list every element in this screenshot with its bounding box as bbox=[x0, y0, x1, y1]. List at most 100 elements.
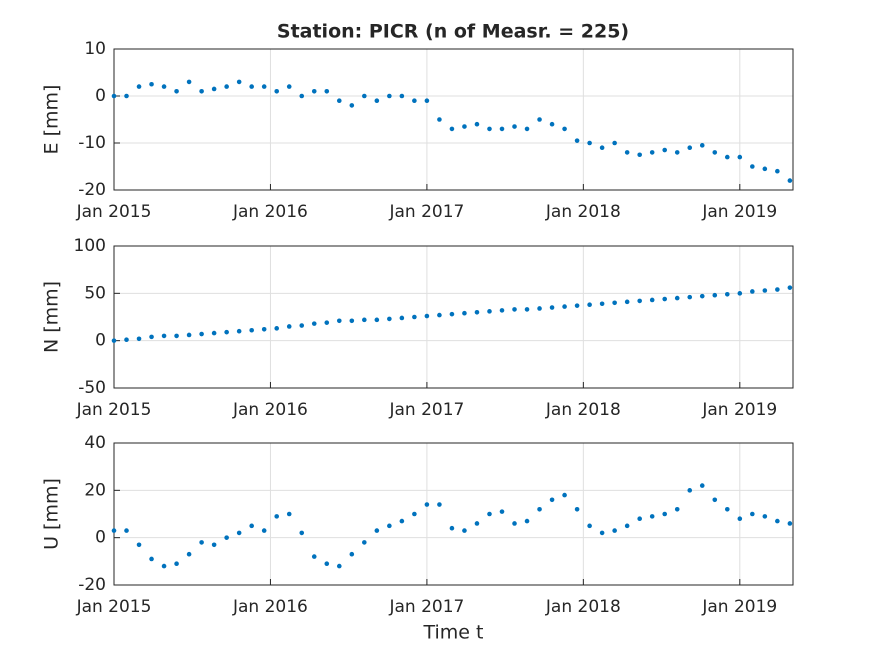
data-point bbox=[362, 93, 367, 99]
data-point bbox=[174, 333, 179, 339]
x-tick-label: Jan 2019 bbox=[701, 597, 777, 617]
data-point bbox=[136, 336, 142, 342]
y-tick-label: 10 bbox=[84, 39, 106, 59]
data-point bbox=[299, 323, 305, 328]
data-point bbox=[224, 535, 229, 540]
data-point bbox=[462, 310, 467, 316]
data-point bbox=[174, 561, 179, 566]
data-point bbox=[374, 98, 380, 103]
data-point bbox=[662, 511, 668, 517]
data-point bbox=[349, 103, 355, 108]
data-point bbox=[537, 306, 542, 311]
y-tick-label: -50 bbox=[78, 378, 106, 398]
data-point bbox=[562, 126, 567, 132]
y-tick-label: 40 bbox=[84, 433, 106, 453]
data-point bbox=[399, 315, 405, 321]
x-tick-label: Jan 2018 bbox=[545, 202, 621, 222]
data-point bbox=[274, 514, 280, 519]
data-point bbox=[687, 145, 693, 150]
y-tick-label: -20 bbox=[78, 575, 106, 595]
data-point bbox=[687, 294, 693, 300]
data-point bbox=[336, 318, 342, 324]
data-point bbox=[699, 143, 705, 148]
data-point bbox=[699, 483, 705, 488]
data-point bbox=[587, 140, 592, 146]
data-point bbox=[787, 178, 793, 183]
data-point bbox=[775, 168, 780, 174]
x-tick-label: Jan 2015 bbox=[76, 202, 152, 222]
y-tick-label: 0 bbox=[95, 528, 106, 548]
data-point bbox=[499, 126, 505, 132]
y-tick-label: 50 bbox=[84, 283, 106, 303]
data-point bbox=[286, 511, 292, 517]
plot-area bbox=[114, 49, 793, 190]
data-point bbox=[336, 563, 342, 569]
data-point bbox=[311, 321, 317, 326]
axes-box bbox=[113, 48, 794, 191]
data-point bbox=[186, 551, 192, 557]
data-point bbox=[524, 518, 530, 524]
data-point bbox=[737, 291, 743, 296]
data-point bbox=[549, 497, 555, 503]
data-point bbox=[574, 138, 580, 143]
data-point bbox=[537, 506, 542, 512]
data-point bbox=[750, 289, 755, 294]
data-point bbox=[512, 124, 517, 129]
data-point bbox=[211, 86, 217, 92]
data-point bbox=[724, 154, 730, 160]
data-point bbox=[349, 318, 355, 324]
y-tick-label: -10 bbox=[78, 133, 106, 153]
data-point bbox=[637, 152, 642, 158]
data-point bbox=[111, 528, 117, 533]
data-point bbox=[161, 563, 167, 569]
data-point bbox=[524, 126, 530, 132]
data-point bbox=[336, 98, 342, 103]
data-point bbox=[299, 93, 305, 99]
x-tick-label: Jan 2017 bbox=[388, 202, 464, 222]
axes-box bbox=[113, 245, 794, 389]
data-point bbox=[124, 337, 129, 343]
data-point bbox=[399, 518, 405, 524]
data-point bbox=[412, 511, 417, 517]
data-point bbox=[249, 327, 254, 333]
data-point bbox=[286, 324, 292, 329]
data-point bbox=[624, 299, 630, 305]
data-point bbox=[236, 530, 242, 536]
y-tick-label: -20 bbox=[78, 180, 106, 200]
data-point bbox=[624, 150, 630, 155]
x-tick-label: Jan 2015 bbox=[76, 597, 152, 617]
x-tick-label: Jan 2017 bbox=[388, 597, 464, 617]
data-point bbox=[224, 329, 229, 335]
data-point bbox=[674, 295, 680, 301]
data-point bbox=[662, 147, 668, 153]
y-tick-label: 0 bbox=[95, 331, 106, 351]
data-point bbox=[186, 332, 192, 338]
data-point bbox=[674, 150, 680, 155]
x-tick-label: Jan 2016 bbox=[232, 400, 308, 420]
data-point bbox=[687, 488, 693, 493]
data-point bbox=[474, 309, 480, 315]
data-point bbox=[211, 330, 217, 336]
data-point bbox=[499, 509, 505, 514]
data-point bbox=[236, 79, 242, 85]
data-point bbox=[612, 140, 617, 146]
data-point bbox=[261, 327, 267, 332]
data-point bbox=[124, 528, 129, 533]
y-tick-label: 0 bbox=[95, 86, 106, 106]
data-point bbox=[324, 561, 330, 566]
data-point bbox=[649, 297, 655, 303]
data-point bbox=[724, 506, 730, 512]
data-point bbox=[549, 121, 555, 127]
data-point bbox=[136, 84, 142, 89]
data-point bbox=[574, 303, 580, 308]
data-point bbox=[412, 98, 417, 103]
data-point bbox=[499, 308, 505, 313]
data-point bbox=[737, 516, 743, 522]
data-point bbox=[512, 521, 517, 526]
x-tick-label: Jan 2018 bbox=[545, 400, 621, 420]
data-point bbox=[324, 320, 330, 325]
data-point bbox=[512, 307, 517, 312]
data-point bbox=[387, 523, 392, 529]
data-point bbox=[787, 285, 793, 290]
y-axis-label: E [mm] bbox=[41, 85, 63, 155]
